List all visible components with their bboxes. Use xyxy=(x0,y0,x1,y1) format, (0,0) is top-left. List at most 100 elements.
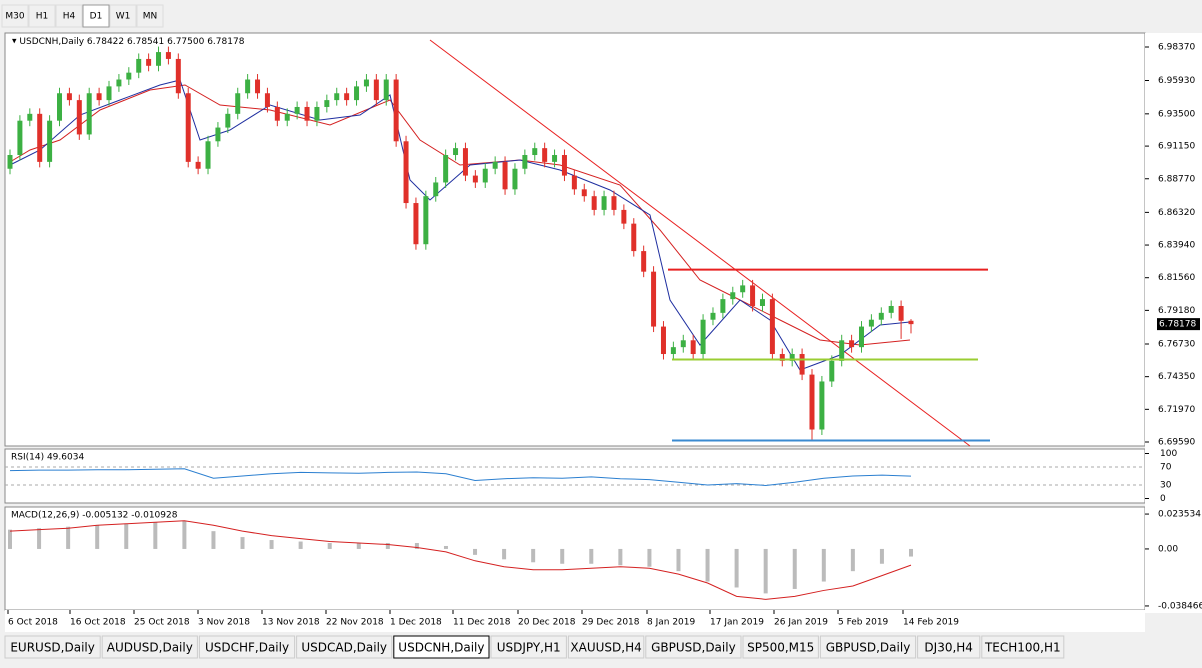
timeframe-button[interactable] xyxy=(55,4,83,28)
candle-body xyxy=(660,326,666,355)
candle-body xyxy=(670,347,676,355)
timeframe-button[interactable] xyxy=(82,4,110,28)
timeframe-label[interactable]: W1 xyxy=(116,12,131,22)
macd-bar xyxy=(909,548,913,557)
chart-tab-label[interactable]: USDCHF,Daily xyxy=(205,641,289,655)
macd-bar xyxy=(850,548,855,572)
candle-body xyxy=(492,161,498,169)
chart-tab-label[interactable]: XAUUSD,H4 xyxy=(570,641,641,655)
candle-body xyxy=(651,271,657,327)
candle-body xyxy=(383,79,389,101)
candle-body xyxy=(363,79,369,87)
chart-tab[interactable] xyxy=(490,635,567,659)
candle-body xyxy=(839,340,845,361)
timeframe-button[interactable] xyxy=(136,4,164,28)
candle-body xyxy=(264,93,270,107)
macd-bar xyxy=(153,522,158,549)
candle-body xyxy=(868,319,874,327)
chart-tab-label[interactable]: TECH100,H1 xyxy=(984,641,1061,655)
candle-body xyxy=(472,175,478,183)
candle-body xyxy=(690,340,696,355)
candle-body xyxy=(581,189,587,197)
timeframe-label[interactable]: H4 xyxy=(63,12,76,22)
timeframe-label[interactable]: D1 xyxy=(90,12,103,22)
candle-body xyxy=(354,86,360,101)
rsi-tick-label: 30 xyxy=(1160,481,1172,491)
y-tick-label: 6.81560 xyxy=(1158,273,1195,283)
candle-body xyxy=(344,93,350,101)
candle-body xyxy=(284,113,290,121)
x-tick-label: 3 Nov 2018 xyxy=(198,618,250,628)
candle-body xyxy=(522,155,528,169)
chart-tab[interactable] xyxy=(645,635,742,659)
candle-body xyxy=(611,196,617,210)
candle-body xyxy=(769,299,775,355)
chart-tab[interactable] xyxy=(567,635,645,659)
candle-body xyxy=(482,168,488,183)
x-tick-label: 14 Feb 2019 xyxy=(903,618,959,628)
rsi-tick-label: 70 xyxy=(1160,463,1172,473)
candle-body xyxy=(393,79,399,142)
candle-body xyxy=(156,52,162,66)
macd-bar xyxy=(182,520,187,549)
candle-body xyxy=(908,320,914,325)
close-value: 6.78178 xyxy=(207,37,244,47)
rsi-tick-label: 0 xyxy=(1160,494,1166,504)
candle-body xyxy=(750,285,756,306)
chart-tab-label[interactable]: GBPUSD,Daily xyxy=(826,641,911,655)
candle-body xyxy=(235,93,241,114)
chart-tab-label[interactable]: SP500,M15 xyxy=(747,641,814,655)
chart-tab[interactable] xyxy=(917,635,981,659)
chart-tab[interactable] xyxy=(393,635,490,659)
macd-bar xyxy=(327,543,332,549)
timeframe-label[interactable]: H1 xyxy=(36,12,49,22)
candle-body xyxy=(888,305,894,313)
timeframe-label[interactable]: MN xyxy=(143,12,158,22)
timeframe-label[interactable]: M30 xyxy=(5,12,24,22)
chart-tab-label[interactable]: USDCNH,Daily xyxy=(398,641,484,655)
candle-body xyxy=(17,120,23,156)
chart-tab-label[interactable]: USDCAD,Daily xyxy=(301,641,387,655)
timeframe-button[interactable] xyxy=(1,4,29,28)
candle-body xyxy=(680,340,686,348)
chart-tab[interactable] xyxy=(819,635,917,659)
candle-body xyxy=(512,168,518,190)
chart-tab[interactable] xyxy=(198,635,296,659)
current-price-label: 6.78178 xyxy=(1159,320,1196,330)
candle-body xyxy=(255,79,261,94)
timeframe-button[interactable] xyxy=(109,4,137,28)
y-tick-label: 6.95930 xyxy=(1158,76,1195,86)
macd-bar xyxy=(8,529,12,549)
candle-body xyxy=(185,93,191,162)
chart-tab[interactable] xyxy=(101,635,198,659)
chart-tab[interactable] xyxy=(296,635,393,659)
macd-bar xyxy=(211,531,216,549)
candle-body xyxy=(294,106,300,114)
y-tick-label: 6.76730 xyxy=(1158,339,1195,349)
chart-tab-label[interactable]: DJ30,H4 xyxy=(924,641,973,655)
candle-body xyxy=(532,148,538,156)
y-tick-label: 6.93500 xyxy=(1158,109,1195,119)
x-tick-label: 22 Nov 2018 xyxy=(326,618,384,628)
candle-body xyxy=(86,93,92,135)
candle-body xyxy=(324,100,330,107)
chart-tab[interactable] xyxy=(742,635,819,659)
chart-tab-label[interactable]: EURUSD,Daily xyxy=(10,641,95,655)
macd-panel xyxy=(4,506,1146,611)
candle-body xyxy=(304,106,310,121)
timeframe-button[interactable] xyxy=(28,4,56,28)
candle-body xyxy=(96,93,102,101)
y-tick-label: 6.69590 xyxy=(1158,437,1195,447)
macd-bar xyxy=(95,525,100,549)
chart-tab[interactable] xyxy=(981,635,1065,659)
candle-body xyxy=(601,196,607,210)
chart-tab-label[interactable]: USDJPY,H1 xyxy=(497,641,561,655)
chart-tab[interactable] xyxy=(4,635,101,659)
candle-body xyxy=(789,354,795,361)
chart-tab-label[interactable]: AUDUSD,Daily xyxy=(107,641,193,655)
candle-body xyxy=(898,305,904,321)
candle-body xyxy=(116,79,122,87)
x-tick-label: 16 Oct 2018 xyxy=(70,618,126,628)
candle-body xyxy=(571,175,577,190)
chart-tab-label[interactable]: GBPUSD,Daily xyxy=(651,641,736,655)
